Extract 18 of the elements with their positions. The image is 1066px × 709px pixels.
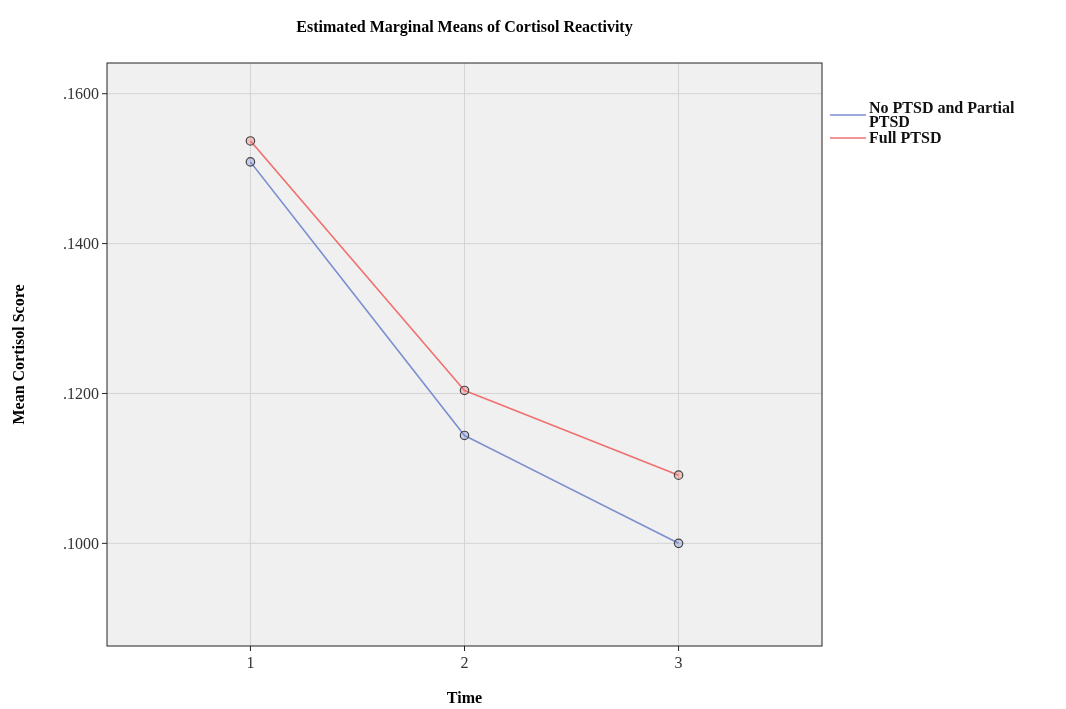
x-tick-label: 3 — [674, 654, 683, 671]
point — [459, 385, 470, 396]
x-tick-label: 1 — [246, 654, 255, 671]
y-tick-label: .1400 — [63, 235, 99, 253]
point — [673, 470, 684, 480]
y-tick-label: .1000 — [63, 534, 99, 552]
legend-label: Full PTSD — [869, 129, 942, 146]
chart-title: Estimated Marginal Means of Cortisol Reactivity — [296, 18, 633, 36]
point — [245, 136, 256, 146]
point — [459, 430, 470, 441]
x-tick-label: 2 — [460, 654, 469, 671]
point — [245, 157, 256, 167]
point — [673, 538, 684, 549]
y-tick-label: .1200 — [63, 385, 99, 403]
x-axis-title: Time — [446, 689, 483, 706]
y-tick-label: .1600 — [63, 85, 99, 103]
y-axis-title: Mean Cortisol Score — [10, 284, 27, 425]
legend-label: No PTSD and Partial PTSD — [869, 99, 1015, 130]
